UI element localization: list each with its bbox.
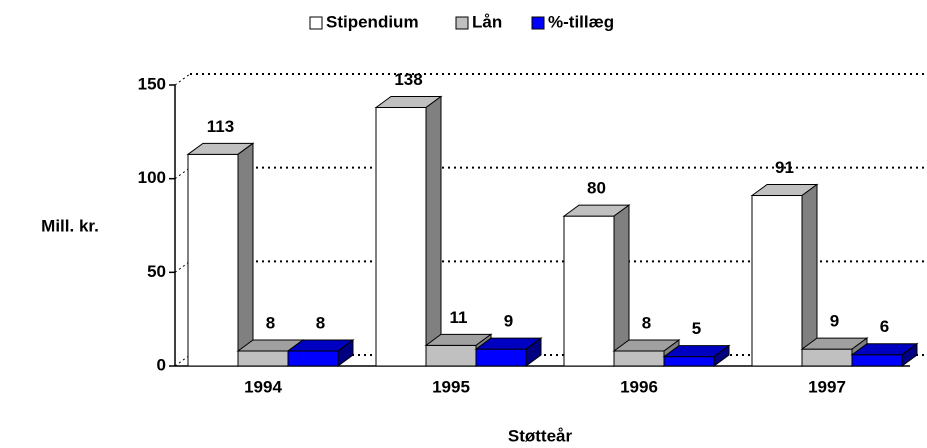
value-label: 9 [830,312,839,331]
value-label: 9 [504,312,513,331]
value-label: 11 [450,308,468,327]
value-label: 138 [394,70,422,89]
bar [286,339,355,367]
bar-front [751,195,803,367]
x-tick-label: 1995 [432,377,470,396]
bar [474,337,543,367]
bar-side [425,95,442,367]
bar [662,344,731,367]
bar-side [901,342,918,367]
y-tick-label: 0 [157,355,166,374]
value-label: 113 [207,117,234,136]
legend-swatch [455,16,469,30]
bar-front [187,153,239,367]
x-tick-label: 1997 [808,377,846,396]
bar-side [237,142,254,367]
value-label: 5 [692,319,701,338]
x-axis-label: Støtteår [508,426,573,445]
value-label: 6 [880,317,889,336]
x-tick-label: 1994 [244,377,282,396]
bar-front [801,348,853,367]
legend-label: Lån [472,12,502,31]
value-label: 91 [775,158,794,177]
grid-line [174,73,191,86]
bar-front [375,106,427,367]
bar-front [563,215,615,367]
value-label: 80 [587,179,606,198]
y-tick-label: 150 [138,74,166,93]
bar-side [337,339,354,367]
value-label: 8 [642,313,651,332]
x-tick-label: 1996 [620,377,658,396]
bar-front [237,350,289,367]
y-tick-label: 50 [147,262,166,281]
bar-front [425,344,477,367]
bar-front [851,354,903,367]
value-label: 8 [316,313,325,332]
bar-side [801,183,818,367]
bar [612,339,681,367]
bar [750,183,819,367]
bar [850,342,919,367]
bar-side [713,344,730,367]
y-tick-label: 100 [138,168,166,187]
bar-front [475,348,527,367]
y-axis-label: Mill. kr. [41,216,99,235]
bar-front [287,350,339,367]
legend-swatch [531,16,545,30]
bar-front [613,350,665,367]
legend-label: Stipendium [326,12,419,31]
bar [562,204,631,367]
legend-label: %-tillæg [548,12,614,31]
legend-swatch [309,16,323,30]
bar [374,95,443,367]
bar-front [663,356,715,367]
bar-side [525,337,542,367]
value-label: 8 [266,313,275,332]
bar [186,142,255,367]
